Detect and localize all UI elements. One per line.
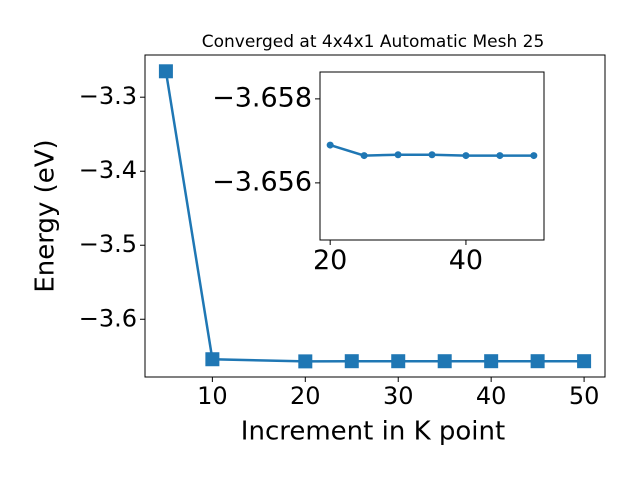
y-tick-label: −3.658 [212, 82, 312, 113]
marker [530, 354, 545, 369]
marker [158, 64, 173, 79]
x-tick-label: 20 [313, 245, 347, 276]
x-tick-label: 10 [197, 382, 228, 410]
marker [428, 151, 436, 159]
marker [462, 152, 470, 160]
marker [437, 354, 452, 369]
marker [298, 354, 313, 369]
marker [326, 141, 334, 149]
marker [391, 354, 406, 369]
y-tick-label: −3.4 [79, 156, 137, 184]
y-tick-label: −3.5 [79, 230, 137, 258]
marker [484, 354, 499, 369]
x-tick-label: 40 [476, 382, 507, 410]
chart-title: Converged at 4x4x1 Automatic Mesh 25 [202, 32, 545, 52]
marker [344, 354, 359, 369]
x-tick-label: 20 [290, 382, 321, 410]
y-axis-label: Energy (eV) [31, 139, 61, 292]
marker [577, 354, 592, 369]
x-axis-label: Increment in K point [241, 417, 505, 447]
y-tick-label: −3.656 [212, 166, 312, 197]
y-tick-label: −3.6 [79, 304, 137, 332]
marker [394, 151, 402, 159]
y-tick-label: −3.3 [79, 82, 137, 110]
marker [360, 152, 368, 160]
marker [205, 352, 220, 367]
x-tick-label: 40 [449, 245, 483, 276]
marker [530, 152, 538, 160]
marker [496, 152, 504, 160]
x-tick-label: 30 [383, 382, 414, 410]
x-tick-label: 50 [569, 382, 600, 410]
